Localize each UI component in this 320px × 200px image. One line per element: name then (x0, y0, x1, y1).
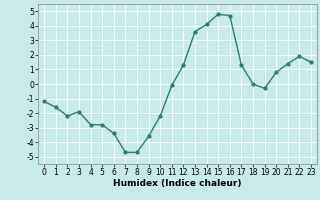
X-axis label: Humidex (Indice chaleur): Humidex (Indice chaleur) (113, 179, 242, 188)
